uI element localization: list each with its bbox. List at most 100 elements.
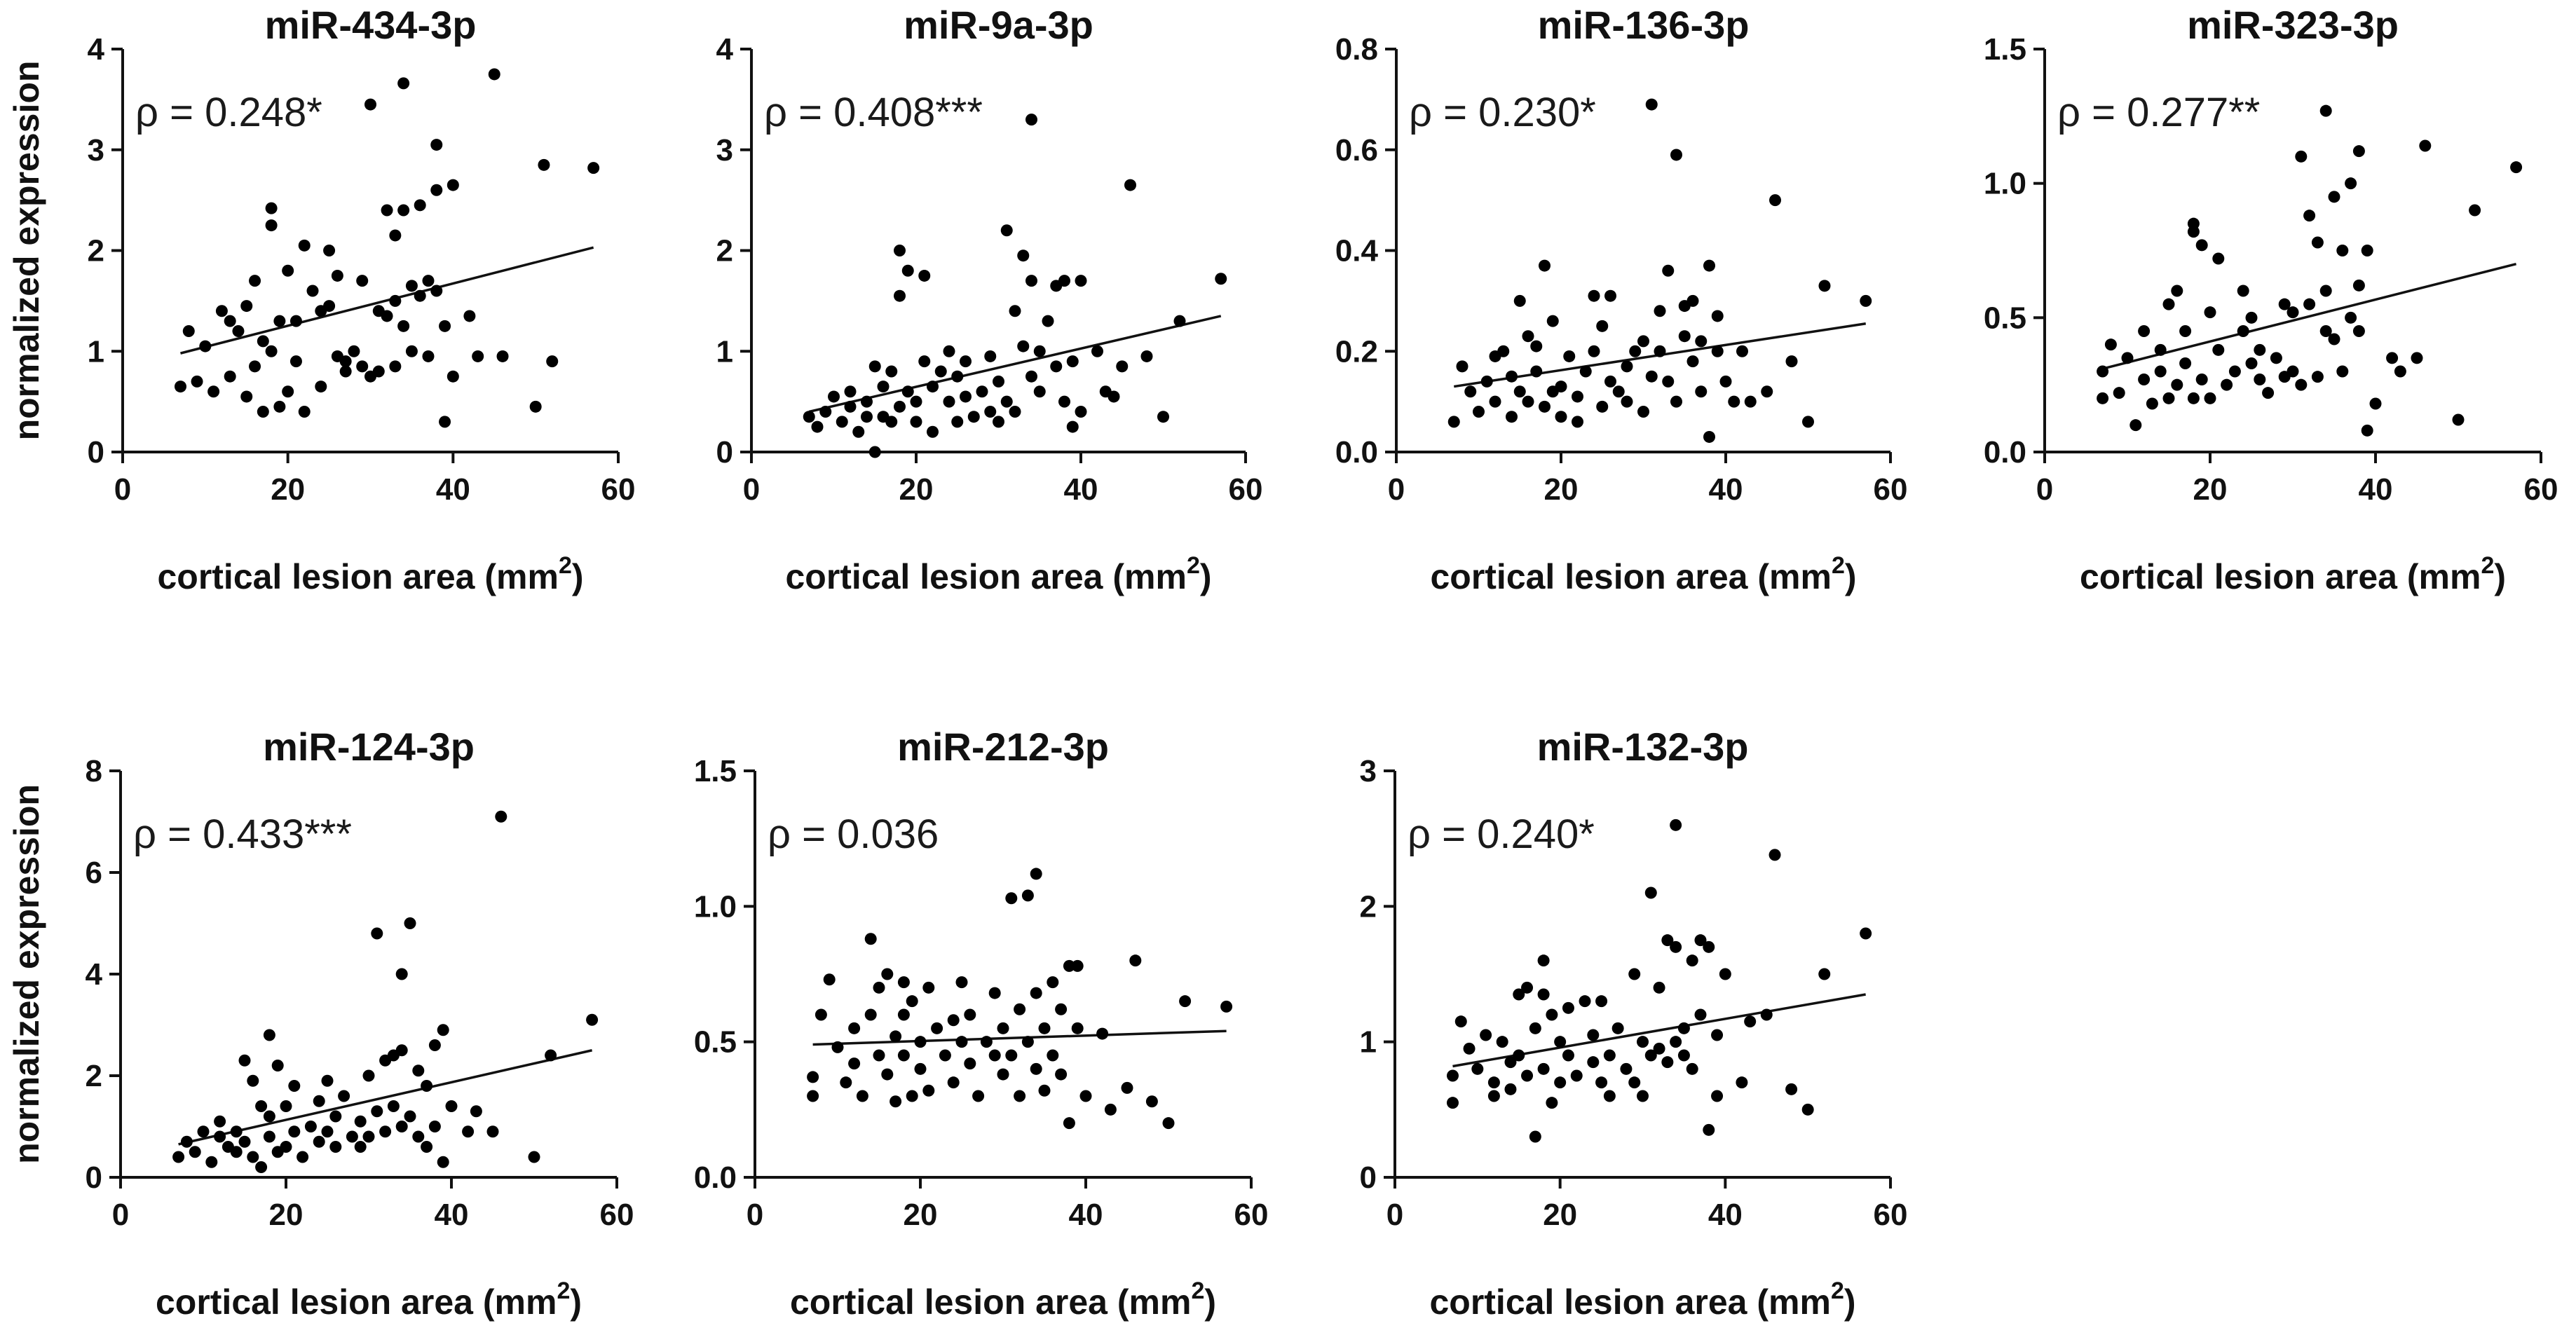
data-point bbox=[1000, 224, 1013, 237]
data-point bbox=[1009, 406, 1021, 418]
data-point bbox=[397, 77, 410, 90]
y-tick-label: 3 bbox=[716, 133, 733, 167]
data-point bbox=[897, 1008, 910, 1021]
data-point bbox=[1802, 416, 1814, 428]
x-axis-title-superscript: 2 bbox=[1191, 1278, 1204, 1304]
data-point bbox=[288, 1080, 301, 1092]
data-point bbox=[836, 416, 848, 428]
data-point bbox=[1063, 959, 1075, 972]
data-point bbox=[1703, 940, 1715, 953]
data-point bbox=[2319, 325, 2332, 337]
data-points bbox=[1447, 98, 1872, 443]
data-point bbox=[1677, 1049, 1690, 1062]
data-point bbox=[257, 406, 269, 418]
data-point bbox=[897, 976, 910, 989]
data-point bbox=[587, 162, 600, 174]
x-axis-title-close: ) bbox=[572, 557, 584, 596]
chart-title: miR-136-3p bbox=[1538, 3, 1750, 47]
data-point bbox=[1546, 315, 1559, 327]
data-point bbox=[1055, 1003, 1068, 1015]
data-point bbox=[395, 1044, 408, 1057]
data-point bbox=[1628, 1076, 1641, 1089]
data-point bbox=[172, 1151, 185, 1163]
data-point bbox=[371, 927, 383, 940]
data-point bbox=[1563, 350, 1576, 362]
data-point bbox=[1009, 305, 1021, 317]
data-point bbox=[1670, 819, 1682, 831]
data-point bbox=[914, 1062, 927, 1075]
data-point bbox=[955, 1036, 968, 1048]
data-point bbox=[1075, 275, 1087, 287]
data-point bbox=[1108, 390, 1120, 403]
y-tick-label: 6 bbox=[86, 856, 102, 890]
data-point bbox=[934, 365, 947, 378]
data-point bbox=[1661, 1056, 1674, 1069]
data-point bbox=[848, 1022, 861, 1034]
data-point bbox=[1711, 1029, 1724, 1041]
data-point bbox=[486, 1125, 499, 1138]
data-point bbox=[844, 385, 857, 398]
data-point bbox=[1480, 1029, 1492, 1041]
data-point bbox=[861, 411, 873, 423]
data-point bbox=[381, 204, 393, 217]
data-point bbox=[951, 370, 964, 383]
data-point bbox=[1096, 1027, 1109, 1040]
data-point bbox=[2278, 298, 2291, 310]
data-point bbox=[280, 1141, 292, 1153]
data-point bbox=[906, 995, 918, 1008]
chart-title: miR-212-3p bbox=[897, 725, 1109, 769]
y-tick-label: 0.5 bbox=[1984, 301, 2026, 335]
data-point bbox=[439, 320, 451, 332]
data-points bbox=[174, 68, 600, 428]
data-point bbox=[273, 400, 286, 413]
data-point bbox=[488, 68, 500, 81]
data-point bbox=[803, 411, 815, 423]
data-point bbox=[2237, 285, 2249, 297]
data-point bbox=[1579, 995, 1591, 1008]
data-point bbox=[1025, 275, 1037, 287]
data-point bbox=[1653, 981, 1665, 994]
data-point bbox=[811, 420, 824, 433]
x-tick-label: 60 bbox=[1874, 1198, 1908, 1232]
y-tick-label: 0.0 bbox=[1335, 435, 1378, 470]
data-point bbox=[389, 294, 402, 307]
y-tick-label: 4 bbox=[86, 957, 103, 992]
data-point bbox=[1694, 1008, 1707, 1021]
data-point bbox=[1572, 390, 1583, 403]
data-point bbox=[931, 1022, 943, 1034]
data-point bbox=[1760, 1008, 1773, 1021]
data-point bbox=[997, 1022, 1009, 1034]
data-point bbox=[1546, 1097, 1558, 1109]
data-point bbox=[472, 350, 484, 362]
x-tick-label: 0 bbox=[2036, 472, 2053, 507]
data-point bbox=[421, 1141, 433, 1153]
data-point bbox=[955, 976, 968, 989]
x-tick-label: 0 bbox=[112, 1198, 129, 1232]
data-point bbox=[1588, 345, 1600, 357]
correlation-label: ρ = 0.036 bbox=[768, 812, 939, 857]
data-point bbox=[1506, 411, 1518, 423]
data-point bbox=[496, 350, 509, 362]
data-point bbox=[1539, 259, 1551, 272]
data-point bbox=[1071, 1022, 1084, 1034]
data-point bbox=[1075, 406, 1087, 418]
data-point bbox=[1038, 1084, 1051, 1097]
data-point bbox=[1603, 1090, 1616, 1102]
data-point bbox=[1017, 340, 1030, 352]
data-point bbox=[387, 1100, 400, 1112]
data-point bbox=[280, 1100, 292, 1112]
x-tick-label: 0 bbox=[114, 472, 131, 507]
correlation-label: ρ = 0.240* bbox=[1408, 812, 1595, 857]
data-point bbox=[894, 400, 906, 413]
data-point bbox=[819, 406, 832, 418]
data-point bbox=[1670, 1036, 1682, 1048]
data-point bbox=[430, 184, 443, 196]
x-axis-title-close: ) bbox=[2494, 557, 2506, 596]
data-point bbox=[947, 1014, 960, 1027]
data-point bbox=[1736, 345, 1748, 357]
data-point bbox=[1050, 360, 1063, 373]
chart-title: miR-323-3p bbox=[2187, 3, 2399, 47]
data-point bbox=[1473, 406, 1485, 418]
data-point bbox=[422, 350, 435, 362]
data-point bbox=[1058, 395, 1070, 408]
